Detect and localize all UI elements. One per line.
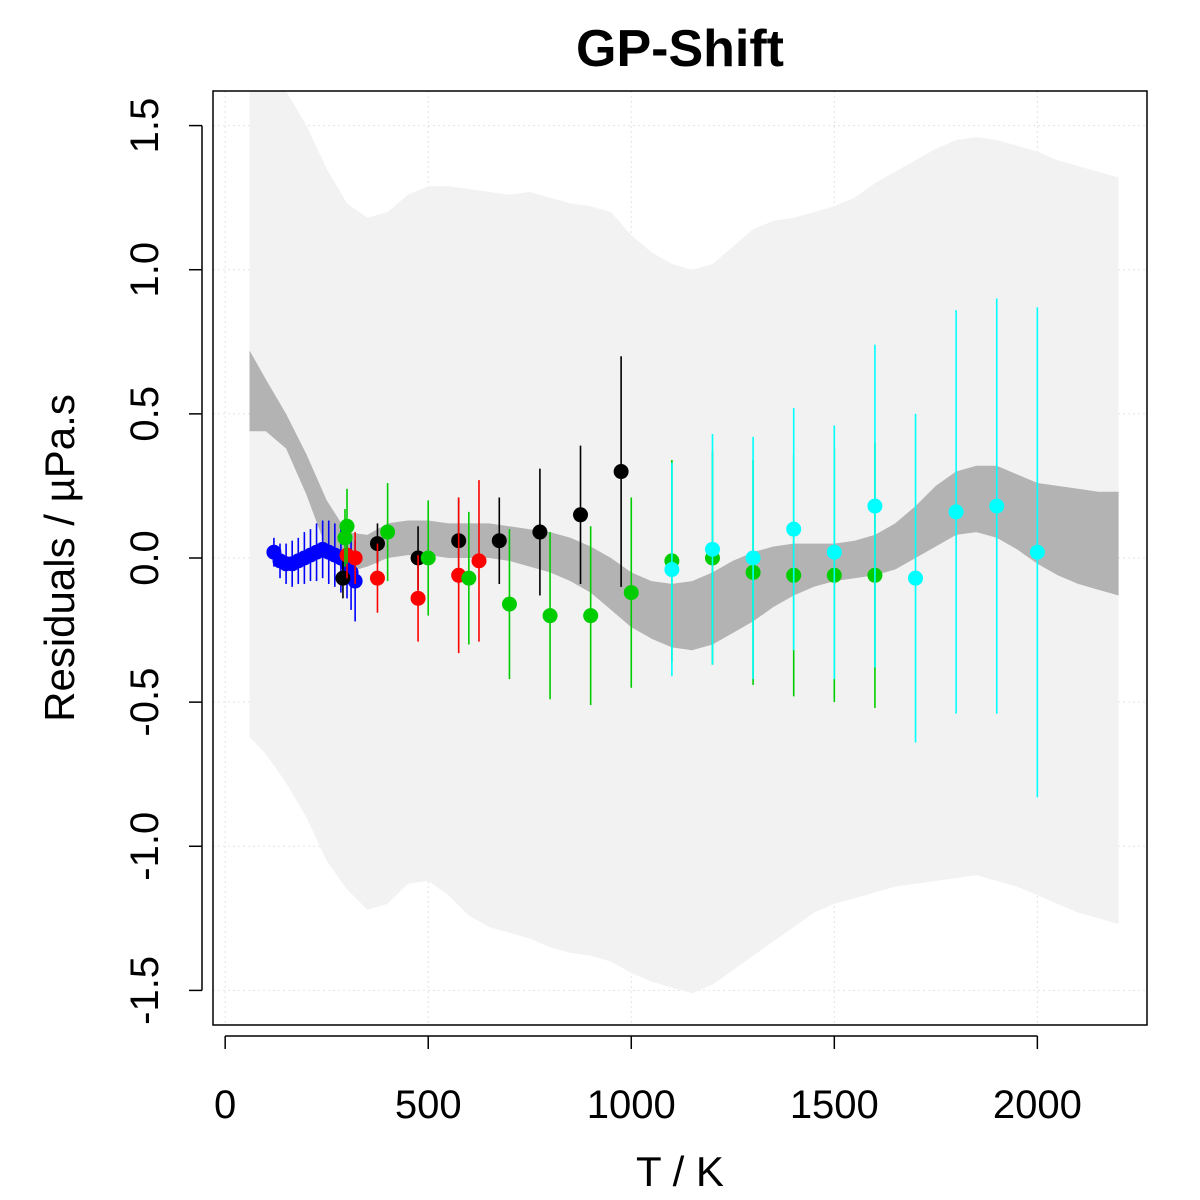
series-cyan (664, 298, 1045, 798)
data-point (573, 507, 589, 523)
data-point (380, 524, 396, 540)
data-point (989, 498, 1005, 514)
x-axis-label: T / K (636, 1148, 724, 1195)
data-point (745, 550, 761, 566)
outer-prediction-band (249, 91, 1119, 994)
x-tick-label: 1500 (790, 1083, 879, 1127)
data-point (908, 570, 924, 586)
plot-frame (212, 90, 1148, 1026)
data-point (613, 464, 629, 480)
y-tick-label: 1.0 (123, 242, 167, 298)
data-point (491, 533, 507, 549)
data-point (867, 498, 883, 514)
data-point (461, 570, 477, 586)
axes: 0 500 1000 1500 2000 -1.5 -1.0 -0.5 0.0 0.5 1.0 1.5 (123, 98, 1082, 1127)
y-tick-label: -1.5 (123, 956, 167, 1025)
data-point (420, 550, 436, 566)
data-point (704, 541, 720, 557)
data-point (583, 608, 599, 624)
data-point (1029, 544, 1045, 560)
x-tick-label: 500 (395, 1083, 462, 1127)
data-point (369, 570, 385, 586)
data-point (532, 524, 548, 540)
data-point (786, 521, 802, 537)
y-tick-label: -1.0 (123, 812, 167, 881)
data-point (826, 544, 842, 560)
data-point (664, 562, 680, 578)
y-tick-label: 1.5 (123, 98, 167, 154)
data-series (266, 298, 1045, 798)
data-point (948, 504, 964, 520)
y-axis-label: Residuals / µPa.s (36, 394, 83, 722)
data-point (471, 553, 487, 569)
chart-title: GP-Shift (576, 20, 784, 78)
series-red (339, 480, 487, 654)
x-tick-label: 1000 (587, 1083, 676, 1127)
bands (249, 91, 1119, 994)
data-point (347, 550, 363, 566)
x-tick-label: 0 (214, 1083, 236, 1127)
data-point (339, 518, 355, 534)
y-tick-label: -0.5 (123, 668, 167, 737)
inner-mean-band (249, 350, 1119, 651)
data-point (542, 608, 558, 624)
data-point (335, 570, 351, 586)
data-point (410, 590, 426, 606)
x-tick-label: 2000 (993, 1083, 1082, 1127)
data-point (501, 596, 517, 612)
y-tick-label: 0.0 (123, 530, 167, 586)
data-point (623, 585, 639, 601)
y-tick-label: 0.5 (123, 386, 167, 442)
data-point (337, 530, 353, 546)
